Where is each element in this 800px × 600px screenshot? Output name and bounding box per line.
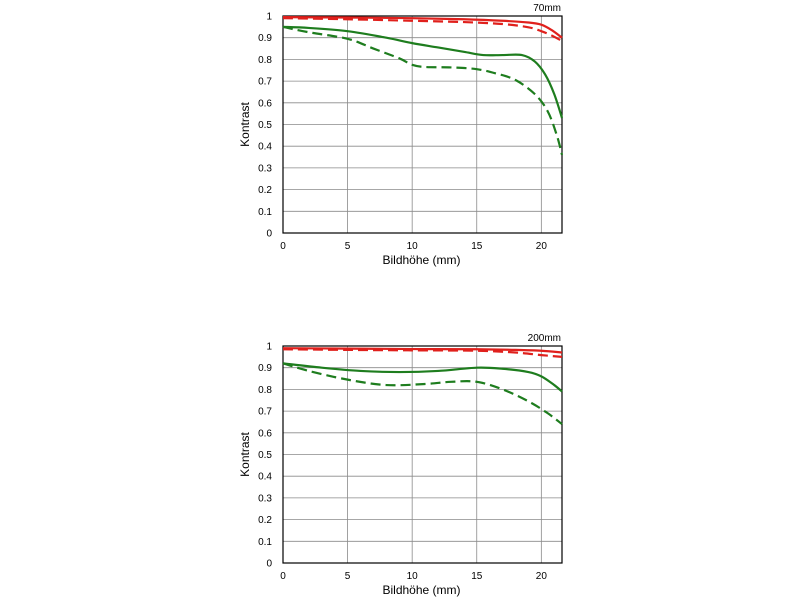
y-tick-label: 0.5: [258, 120, 272, 131]
y-tick-label: 0.4: [258, 142, 272, 153]
y-tick-label: 0.4: [258, 472, 272, 483]
mtf-curve-green-dashed: [282, 362, 563, 425]
chart-70mm: 0 5 10 15 20 0 0.1 0.2 0.3 0.4 0.5 0.6 0.7 0.8 0.9 1 Bil…: [238, 3, 564, 267]
mtf-curve-green-solid: [282, 362, 563, 393]
plot-frame: [282, 345, 563, 564]
y-tick-label: 0.2: [258, 515, 272, 526]
y-tick-label: 0.3: [258, 493, 272, 504]
x-tick-label: 10: [407, 241, 419, 252]
x-tick-label: 15: [471, 241, 483, 252]
x-tick-label: 5: [345, 571, 351, 582]
x-tick-label: 10: [407, 571, 419, 582]
mtf-curve-red-dashed: [282, 348, 563, 358]
mtf-curve-green-solid: [282, 25, 564, 119]
x-tick-label: 0: [280, 241, 286, 252]
y-tick-label: 0.6: [258, 98, 272, 109]
mtf-curve-red-solid: [282, 15, 563, 39]
y-tick-label: 0.9: [258, 33, 272, 44]
y-tick-label: 0.9: [258, 363, 272, 374]
y-tick-label: 1: [266, 342, 272, 353]
y-tick-label: 0.7: [258, 77, 272, 88]
x-tick-label: 20: [536, 241, 548, 252]
x-tick-label: 0: [280, 571, 286, 582]
mtf-curve-red-solid: [282, 347, 563, 354]
y-tick-label: 0.7: [258, 407, 272, 418]
y-tick-label: 0.6: [258, 428, 272, 439]
x-axis-label: Bildhöhe (mm): [382, 253, 460, 267]
y-tick-label: 1: [266, 12, 272, 23]
x-tick-label: 5: [345, 241, 351, 252]
y-tick-label: 0.3: [258, 163, 272, 174]
y-tick-label: 0.2: [258, 185, 272, 196]
mtf-curve-green-dashed: [282, 25, 564, 156]
y-axis-label: Kontrast: [238, 431, 252, 476]
focal-length-label: 70mm: [533, 3, 561, 14]
y-tick-label: 0.8: [258, 385, 272, 396]
y-axis-label: Kontrast: [238, 101, 252, 146]
y-tick-label: 0: [266, 229, 272, 240]
y-tick-label: 0.1: [258, 207, 272, 218]
focal-length-label: 200mm: [528, 333, 561, 344]
y-tick-label: 0: [266, 559, 272, 570]
chart-200mm: 0 5 10 15 20 0 0.1 0.2 0.3 0.4 0.5 0.6 0.7 0.8 0.9 1 Bil…: [238, 333, 563, 597]
y-tick-label: 0.8: [258, 55, 272, 66]
y-tick-label: 0.1: [258, 537, 272, 548]
x-tick-label: 20: [536, 571, 548, 582]
y-tick-label: 0.5: [258, 450, 272, 461]
plot-frame: [282, 15, 563, 234]
x-tick-label: 15: [471, 571, 483, 582]
mtf-curve-red-dashed: [282, 17, 563, 42]
x-axis-label: Bildhöhe (mm): [382, 583, 460, 597]
